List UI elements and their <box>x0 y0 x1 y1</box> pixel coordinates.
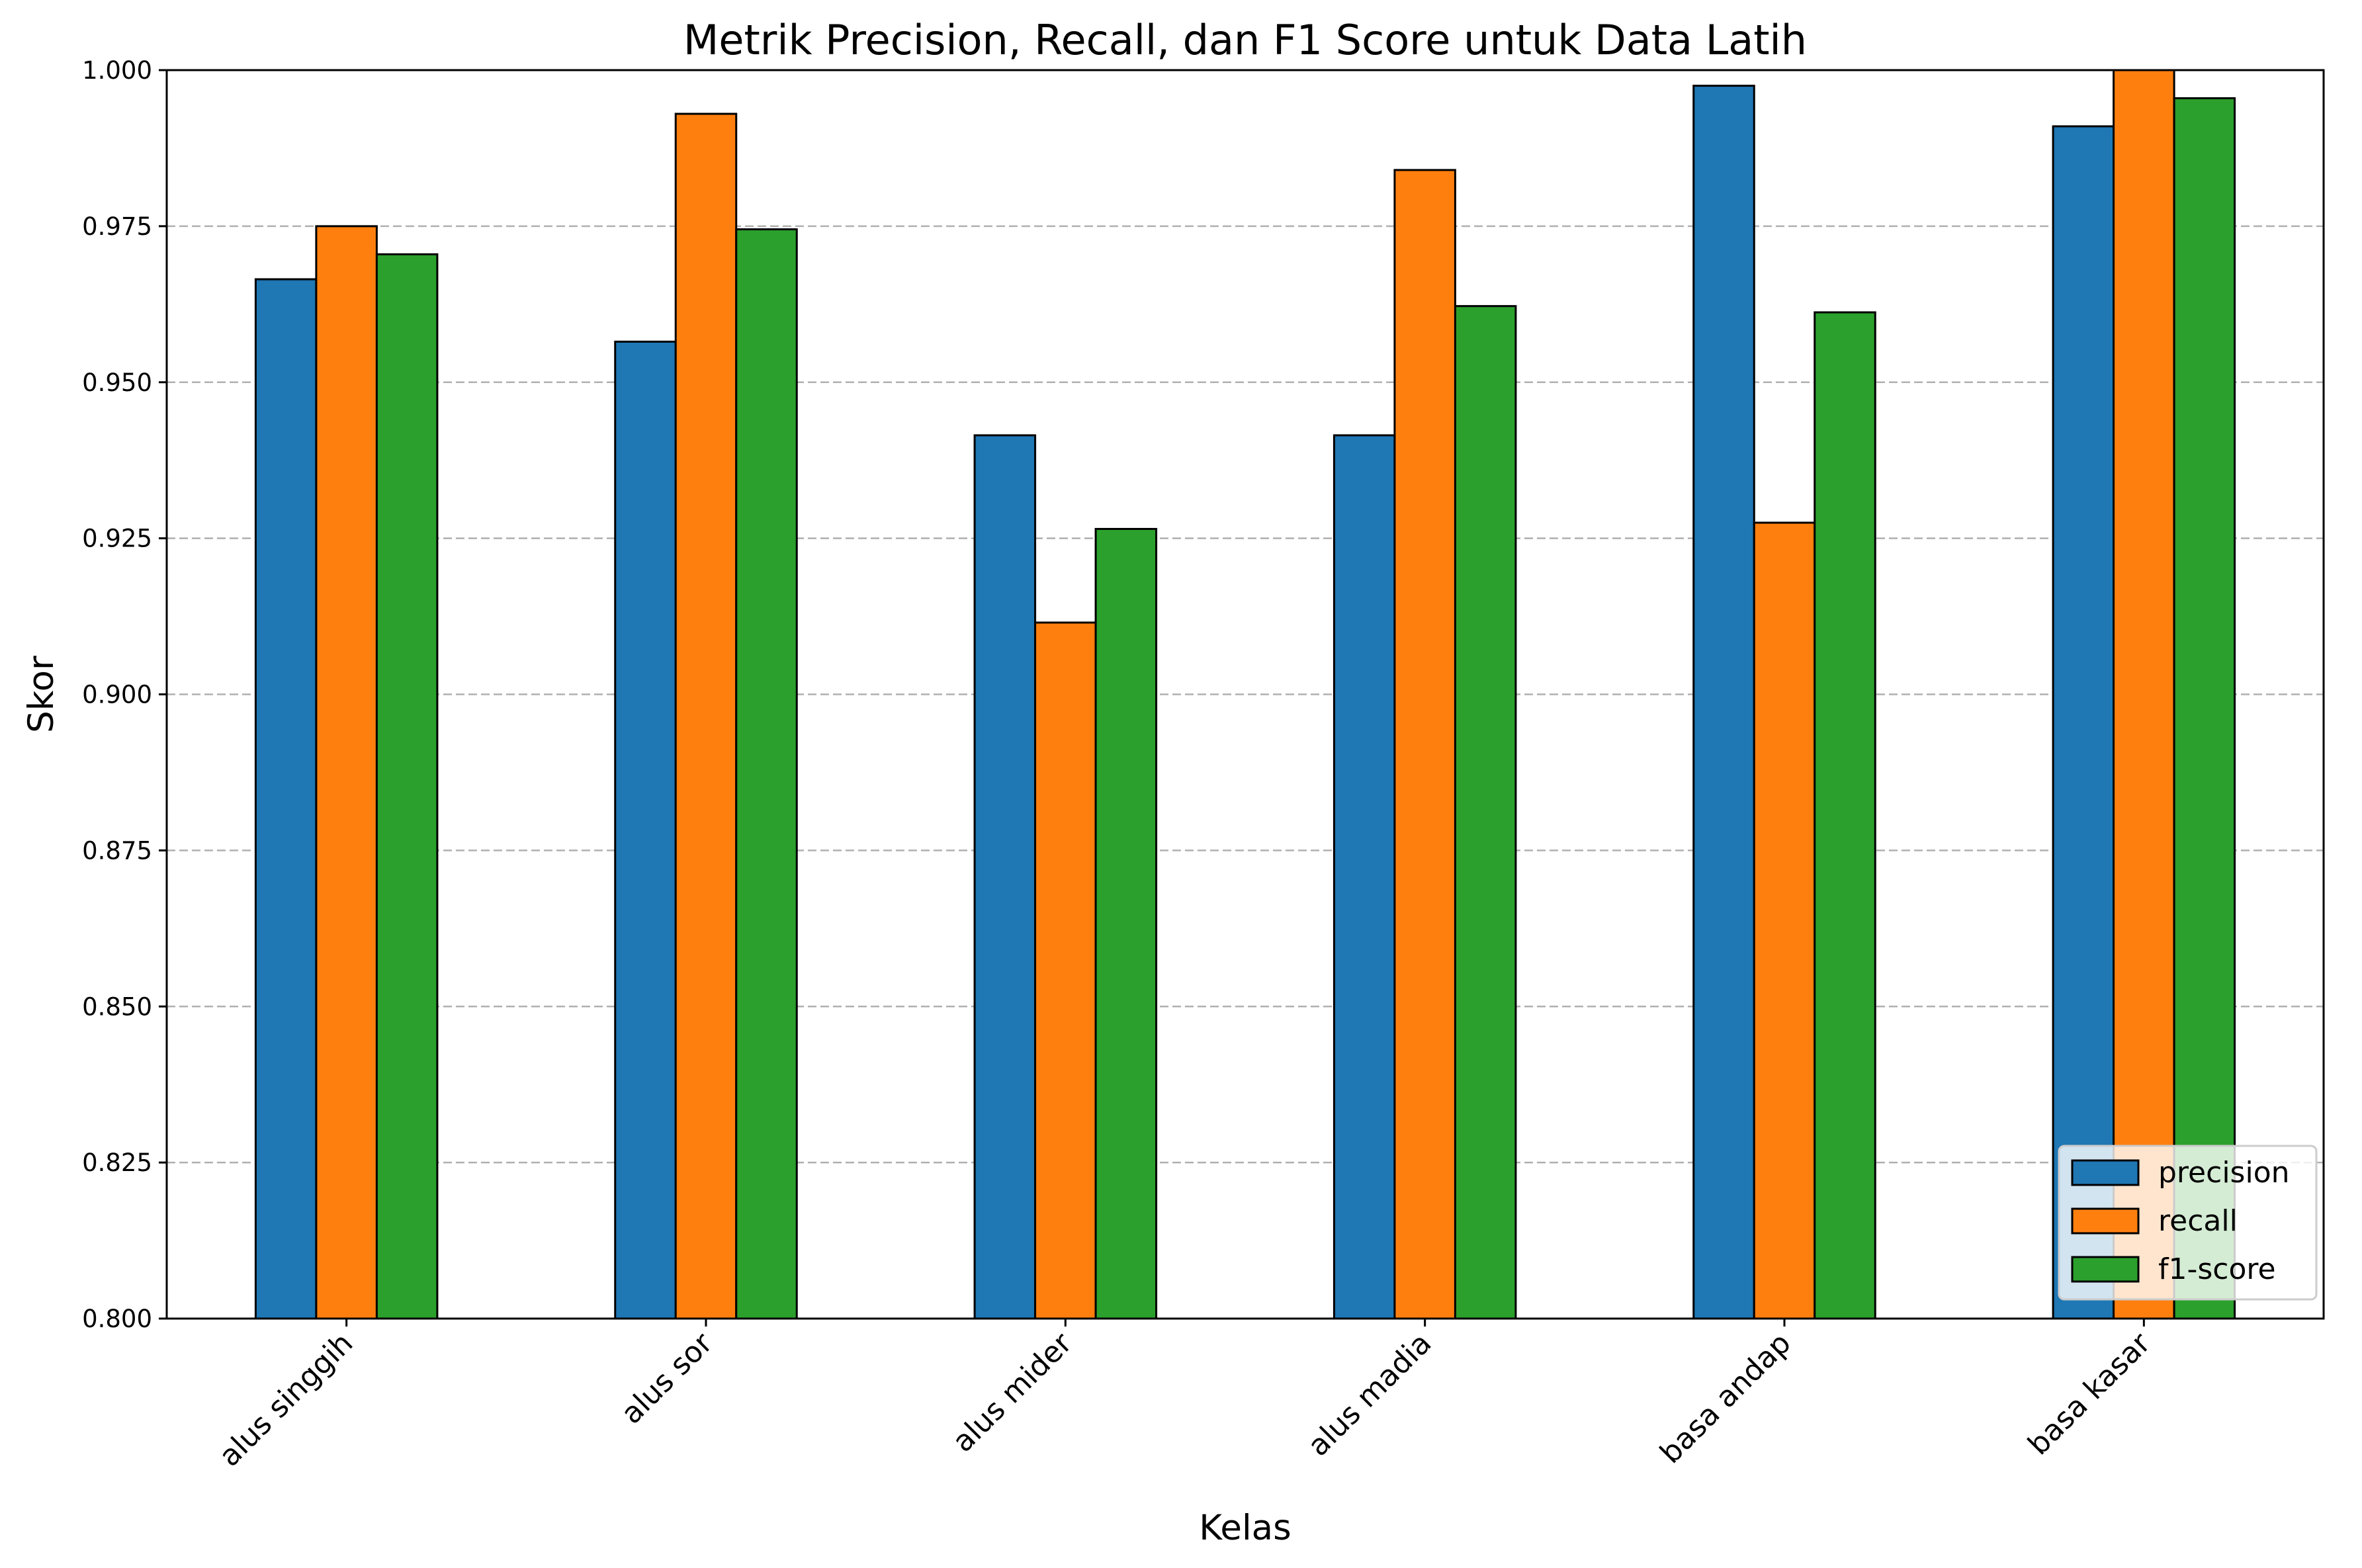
y-tick-label: 0.950 <box>82 369 152 397</box>
y-tick-label: 0.850 <box>82 992 152 1021</box>
y-tick-label: 0.975 <box>82 212 152 241</box>
bar-recall-alus-mider <box>1034 621 1097 1320</box>
bar-precision-alus-singgih <box>254 278 318 1320</box>
legend-swatch-recall <box>2071 1207 2140 1235</box>
legend-label-f1-score: f1-score <box>2158 1252 2276 1286</box>
bar-recall-alus-singgih <box>315 225 378 1320</box>
legend-swatch-f1-score <box>2071 1256 2140 1283</box>
bar-precision-alus-madia <box>1333 434 1396 1320</box>
bar-f1-score-alus-sor <box>735 228 798 1320</box>
bar-recall-alus-sor <box>674 112 738 1320</box>
bar-f1-score-alus-mider <box>1094 527 1158 1320</box>
legend: precision recall f1-score <box>2058 1145 2318 1301</box>
bar-recall-basa-kasar <box>2113 69 2175 1320</box>
legend-label-precision: precision <box>2158 1156 2290 1190</box>
chart-title: Metrik Precision, Recall, dan F1 Score u… <box>683 16 1807 64</box>
legend-label-recall: recall <box>2158 1204 2238 1238</box>
bar-f1-score-basa-andap <box>1814 311 1876 1320</box>
bar-precision-basa-kasar <box>2052 125 2115 1320</box>
bar-recall-basa-andap <box>1753 521 1816 1320</box>
legend-swatch-precision <box>2071 1159 2140 1186</box>
y-tick-label: 0.800 <box>82 1305 152 1333</box>
y-tick-label: 0.875 <box>82 836 152 865</box>
bar-precision-alus-mider <box>973 434 1037 1320</box>
bar-f1-score-basa-kasar <box>2173 97 2236 1320</box>
y-tick-label: 0.825 <box>82 1149 152 1177</box>
x-axis-label: Kelas <box>1199 1508 1291 1548</box>
gridlines <box>167 225 2324 1164</box>
bar-precision-basa-andap <box>1692 85 1755 1320</box>
y-tick-label: 0.925 <box>82 525 152 553</box>
bar-precision-alus-sor <box>614 340 677 1320</box>
bar-f1-score-alus-singgih <box>375 253 439 1320</box>
y-tick-label: 0.900 <box>82 681 152 709</box>
y-axis-label: Skor <box>21 656 62 733</box>
bars <box>254 69 2236 1320</box>
bar-f1-score-alus-madia <box>1454 305 1517 1320</box>
bar-recall-alus-madia <box>1393 169 1456 1320</box>
y-tick-label: 1.000 <box>82 56 152 85</box>
